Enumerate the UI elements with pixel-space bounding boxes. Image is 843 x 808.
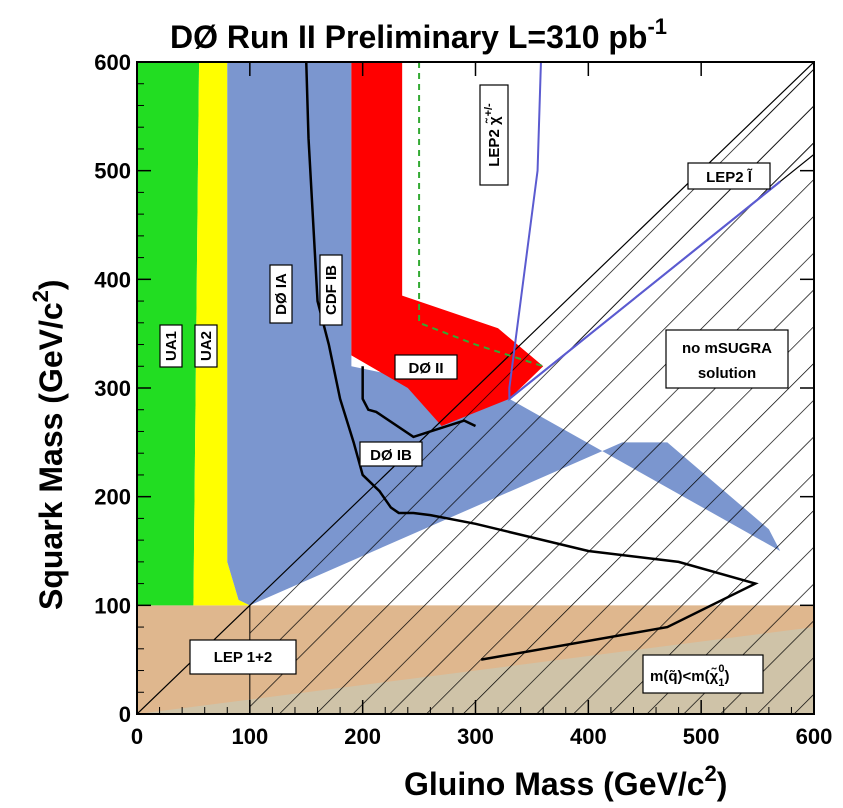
no-msugra-hatch xyxy=(509,62,814,399)
cdf-ib-curve xyxy=(361,366,477,439)
x-tick-label: 200 xyxy=(344,724,381,749)
lep2-slepton-box xyxy=(687,162,771,190)
y-tick-label: 0 xyxy=(119,702,131,727)
y-tick-label: 400 xyxy=(94,267,131,292)
mq-lt-mchi-box xyxy=(642,654,764,694)
axes: 0 100 200 300 400 500 600 0 100 200 300 400 500 600 xyxy=(94,50,832,749)
x-tick-label: 600 xyxy=(796,724,833,749)
y-axis-title: Squark Mass (GeV/c2) xyxy=(28,279,69,610)
d0ii-box xyxy=(394,354,458,380)
annotations: UA1 UA2 DØ IA CDF IB DØ II DØ IB LEP2 χ̃+/- LEP… xyxy=(159,84,789,694)
cdfib-label: CDF IB xyxy=(323,265,340,315)
lep2-slepton-label: LEP2 l̃ xyxy=(706,168,753,186)
d0ia-label: DØ IA xyxy=(273,273,290,315)
d0ii-label: DØ II xyxy=(408,360,443,377)
x-tick-label: 400 xyxy=(570,724,607,749)
mq-lt-mchi-label: m(q̃)<m(χ̃10) xyxy=(650,663,729,689)
plot-area xyxy=(137,62,814,714)
no-msugra-label-2: solution xyxy=(698,365,756,382)
ua2-box xyxy=(194,324,218,368)
d0-ii-region xyxy=(351,62,544,427)
ua1-box xyxy=(159,324,183,368)
y-tick-label: 200 xyxy=(94,485,131,510)
ua2-region xyxy=(193,62,250,606)
y-tick-label: 600 xyxy=(94,50,131,75)
y-tick-label: 300 xyxy=(94,376,131,401)
x-tick-label: 300 xyxy=(457,724,494,749)
cdfib-box xyxy=(319,254,343,326)
dashed-limit-line xyxy=(418,62,544,368)
ua1-label: UA1 xyxy=(163,331,180,361)
lep12-box xyxy=(189,639,297,675)
lep2-slepton-curve xyxy=(508,180,781,400)
x-tick-label: 100 xyxy=(231,724,268,749)
d0-ia-curve xyxy=(305,62,759,661)
x-tick-label: 0 xyxy=(131,724,143,749)
ua2-label: UA2 xyxy=(198,331,215,361)
x-axis-title: Gluino Mass (GeV/c2) xyxy=(404,761,727,802)
lep2-chargino-label: LEP2 χ̃+/- xyxy=(483,103,503,167)
lep12-label: LEP 1+2 xyxy=(214,649,273,666)
d0ib-box xyxy=(359,441,423,467)
d0ia-box xyxy=(269,264,293,324)
chart-title: DØ Run II Preliminary L=310 pb-1 xyxy=(170,14,667,55)
no-msugra-label-1: no mSUGRA xyxy=(682,340,772,357)
x-tick-label: 500 xyxy=(683,724,720,749)
d0ib-label: DØ IB xyxy=(370,447,412,464)
no-msugra-box xyxy=(665,329,789,389)
y-tick-label: 500 xyxy=(94,159,131,184)
lep2-chargino-box xyxy=(479,84,509,186)
y-tick-label: 100 xyxy=(94,593,131,618)
